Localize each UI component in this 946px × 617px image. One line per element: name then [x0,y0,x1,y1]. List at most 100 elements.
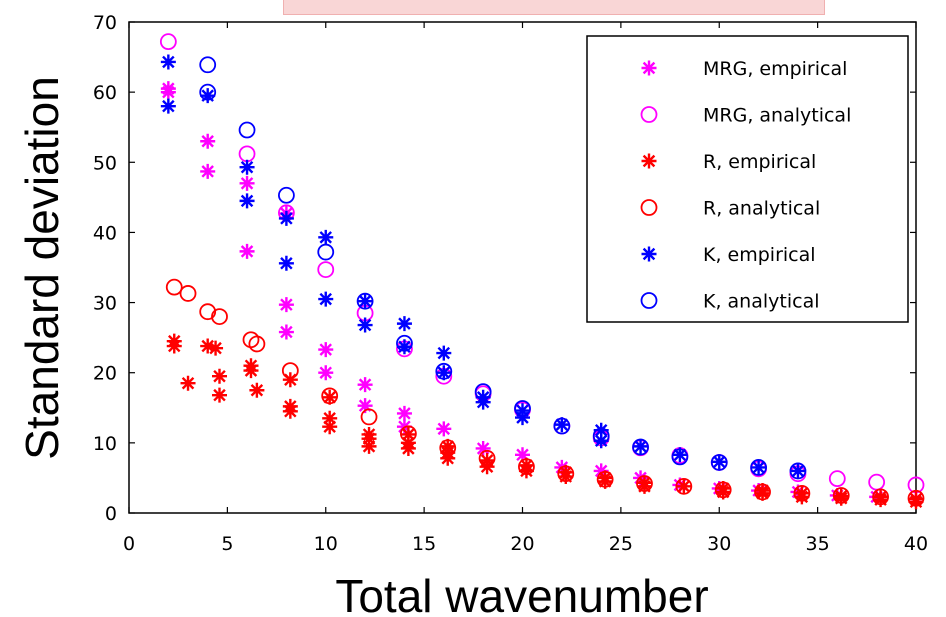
y-tick-label: 60 [93,82,117,104]
data-point [632,438,649,456]
data-point [360,408,378,426]
data-points [159,33,925,510]
legend-marker [640,106,658,123]
data-point [239,243,255,259]
data-point [278,297,294,313]
y-tick-label: 20 [93,363,117,385]
x-tick-label: 10 [314,533,338,555]
data-point [239,159,255,175]
data-point [593,463,609,479]
x-tick-label: 5 [221,533,233,555]
data-point [636,475,653,492]
legend-box [586,35,909,323]
data-point [278,210,294,226]
data-point [592,427,610,445]
series-5 [199,56,807,480]
series-2 [166,333,924,510]
data-point [518,458,535,476]
data-point [248,335,266,353]
data-point [790,463,806,479]
data-point [518,463,534,479]
data-point [558,469,574,485]
data-point [833,490,849,506]
data-point [281,362,299,380]
data-point [166,338,182,354]
y-axis: 0 10 20 30 40 50 60 70 [93,12,916,525]
data-point [755,485,771,501]
data-point [596,470,614,488]
data-point [160,98,176,114]
legend: MRG, empirical MRG, analytical R, empirica… [586,35,909,323]
data-point [317,261,335,279]
x-tick-label: 30 [707,533,731,555]
y-tick-label: 50 [93,152,117,174]
data-point [322,410,338,426]
data-point [400,426,416,442]
x-tick-label: 15 [412,533,436,555]
x-tick-label: 20 [510,533,534,555]
series-4 [160,54,806,479]
y-tick-label: 0 [105,503,117,525]
data-point [754,483,771,501]
data-point [479,459,495,475]
x-tick-label: 25 [609,533,633,555]
legend-marker [640,292,658,309]
data-point [711,454,727,470]
x-tick-label: 40 [904,533,928,555]
data-point [399,425,417,443]
data-point [318,291,334,307]
data-point [832,487,850,504]
data-point [908,494,924,510]
legend-label: K, analytical [703,291,820,313]
series-3 [165,278,925,507]
data-point [396,339,412,355]
data-point [672,447,688,463]
x-tick-label: 35 [806,533,830,555]
data-point [710,454,728,471]
data-point [515,410,530,426]
data-point [200,133,216,149]
data-point [208,340,224,356]
data-point [357,377,373,393]
y-tick-label: 40 [93,222,117,244]
data-point [593,422,609,438]
legend-marker [641,153,657,169]
data-point [239,193,255,209]
data-point [199,56,217,74]
data-point [238,121,256,139]
data-point [357,317,373,333]
data-point [873,492,889,508]
title-highlight-strip [283,0,825,15]
data-point [714,481,732,499]
data-point [243,363,259,379]
data-point [159,33,177,51]
data-point [357,293,373,309]
data-point [277,186,295,204]
data-point [436,345,452,361]
data-point [282,403,298,419]
data-point [199,303,217,321]
y-tick-label: 30 [93,293,117,315]
data-point [478,449,496,467]
data-point [322,419,338,435]
data-point [828,470,846,488]
legend-marker [640,199,658,216]
data-point [436,421,452,437]
legend-label: K, empirical [703,244,816,266]
data-point [361,438,377,454]
data-point [282,372,298,388]
data-point [357,398,373,414]
data-point [751,459,767,475]
data-point [633,438,649,454]
data-point [199,83,217,101]
data-point [715,484,731,500]
data-point [439,439,457,457]
data-point [597,473,613,489]
data-point [794,489,810,505]
data-point [160,54,176,70]
data-point [793,484,811,502]
data-point [515,447,530,463]
data-point [872,488,889,506]
x-axis-title: Total wavenumber [335,570,708,617]
data-point [514,400,531,417]
